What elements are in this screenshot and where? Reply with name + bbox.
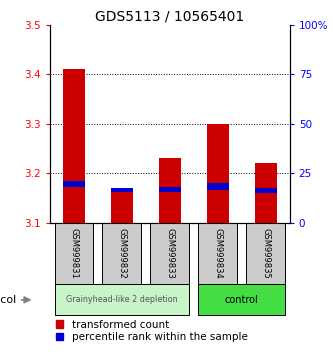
Bar <box>63 69 85 223</box>
Text: GSM999833: GSM999833 <box>165 228 174 279</box>
Text: control: control <box>225 295 259 305</box>
Bar <box>159 187 180 192</box>
Text: GSM999834: GSM999834 <box>213 228 222 279</box>
Bar <box>255 164 276 223</box>
Bar <box>198 223 237 285</box>
Bar <box>55 223 93 285</box>
Text: GSM999835: GSM999835 <box>261 228 270 279</box>
Bar <box>246 223 285 285</box>
Bar <box>159 159 180 223</box>
Bar <box>55 285 189 315</box>
Legend: transformed count, percentile rank within the sample: transformed count, percentile rank withi… <box>55 319 249 343</box>
Text: Grainyhead-like 2 depletion: Grainyhead-like 2 depletion <box>66 295 178 304</box>
Text: GSM999832: GSM999832 <box>117 228 127 279</box>
Bar <box>63 181 85 187</box>
Bar <box>198 285 285 315</box>
Bar <box>207 183 228 190</box>
Bar <box>151 223 189 285</box>
Bar <box>111 191 133 223</box>
Bar <box>207 124 228 223</box>
Bar <box>111 188 133 192</box>
Text: GSM999831: GSM999831 <box>69 228 79 279</box>
Bar <box>103 223 141 285</box>
Bar <box>255 188 276 193</box>
Title: GDS5113 / 10565401: GDS5113 / 10565401 <box>95 10 244 24</box>
Text: protocol: protocol <box>0 295 16 305</box>
